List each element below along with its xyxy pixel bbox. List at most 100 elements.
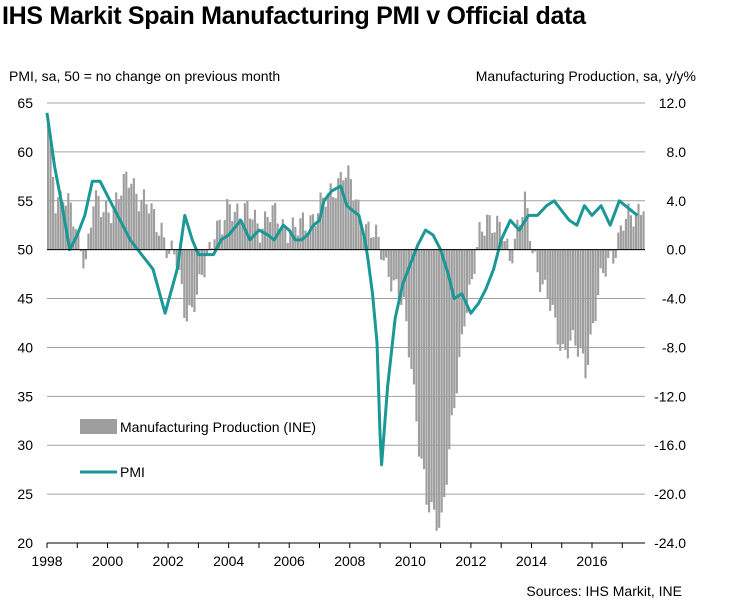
production-bar bbox=[460, 249, 463, 335]
production-bar bbox=[526, 208, 529, 250]
production-bar bbox=[528, 241, 532, 250]
production-bar bbox=[453, 249, 456, 409]
production-bar bbox=[170, 240, 173, 250]
production-bar bbox=[559, 249, 562, 351]
production-bar bbox=[496, 215, 499, 250]
production-bar bbox=[541, 249, 544, 285]
production-bar bbox=[213, 239, 216, 250]
pmi-line-group bbox=[45, 112, 639, 467]
production-bar bbox=[395, 249, 398, 280]
x-tick-label: 2012 bbox=[455, 553, 486, 569]
production-bar bbox=[175, 249, 178, 267]
production-bar bbox=[233, 211, 236, 250]
axes: 20 25 30 35 40 45 50 55 60 65 -24.0 -20.0 -16.0 -12.0… bbox=[17, 95, 686, 569]
production-bar bbox=[569, 249, 572, 341]
production-bar bbox=[99, 217, 103, 250]
right-tick-label: 8.0 bbox=[667, 144, 687, 160]
production-bar bbox=[107, 212, 110, 250]
production-bar bbox=[152, 209, 156, 250]
production-bar bbox=[513, 238, 516, 250]
production-bar bbox=[168, 249, 171, 254]
production-bar bbox=[430, 249, 433, 503]
production-bar bbox=[468, 249, 471, 285]
production-bar bbox=[130, 183, 133, 250]
production-bar bbox=[604, 249, 607, 277]
production-bar bbox=[147, 213, 151, 250]
production-bar bbox=[433, 249, 436, 510]
production-bar bbox=[422, 249, 426, 470]
right-tick-label: 12.0 bbox=[659, 95, 686, 111]
production-bar bbox=[392, 249, 395, 281]
right-tick-label: -24.0 bbox=[654, 535, 686, 551]
legend-label-pmi: PMI bbox=[120, 464, 145, 480]
production-bar bbox=[299, 218, 302, 250]
production-bar bbox=[92, 206, 95, 250]
production-bar bbox=[632, 226, 635, 250]
right-tick-label: -8.0 bbox=[662, 339, 686, 355]
production-bar bbox=[375, 224, 378, 250]
production-bar bbox=[390, 249, 393, 292]
production-bar bbox=[324, 206, 327, 250]
production-bar bbox=[158, 235, 161, 250]
production-bar bbox=[511, 249, 514, 264]
x-tick-label: 2004 bbox=[213, 553, 244, 569]
production-bar bbox=[132, 178, 135, 250]
x-tick-label: 1998 bbox=[31, 553, 62, 569]
production-bar bbox=[503, 241, 506, 250]
production-bar bbox=[455, 249, 458, 394]
left-tick-label: 50 bbox=[17, 242, 33, 258]
right-axis-note: Manufacturing Production, sa, y/y% bbox=[475, 68, 696, 84]
production-bar bbox=[211, 248, 214, 250]
production-bar bbox=[364, 224, 368, 250]
production-bar bbox=[619, 225, 622, 250]
production-bar bbox=[576, 249, 580, 357]
production-bar bbox=[463, 249, 466, 327]
production-bar bbox=[327, 193, 330, 250]
production-bar bbox=[82, 249, 85, 269]
production-bar bbox=[115, 192, 118, 250]
production-bar bbox=[382, 249, 385, 261]
production-bar bbox=[339, 172, 342, 250]
production-bar bbox=[483, 235, 486, 250]
production-bar bbox=[248, 218, 252, 250]
production-bar bbox=[87, 233, 90, 250]
production-bar bbox=[607, 249, 610, 258]
production-bar bbox=[362, 236, 365, 250]
production-bar bbox=[289, 232, 292, 250]
production-bar bbox=[581, 249, 585, 354]
production-bar bbox=[627, 203, 630, 250]
production-bar bbox=[445, 249, 448, 485]
production-bar bbox=[306, 232, 310, 250]
production-bar bbox=[425, 249, 428, 505]
production-bar bbox=[205, 249, 209, 256]
production-bar bbox=[160, 222, 163, 250]
production-bar bbox=[221, 234, 224, 250]
production-bar bbox=[54, 213, 57, 250]
production-bar bbox=[352, 200, 355, 250]
source-note: Sources: IHS Markit, INE bbox=[526, 583, 682, 599]
production-bar bbox=[478, 222, 481, 250]
production-bar bbox=[263, 211, 267, 250]
production-bar bbox=[296, 235, 299, 250]
production-bar bbox=[304, 230, 307, 250]
production-bar bbox=[180, 249, 183, 284]
production-bar bbox=[261, 228, 264, 250]
production-bar bbox=[349, 179, 352, 250]
production-bar bbox=[334, 198, 337, 250]
production-bar bbox=[584, 249, 587, 379]
production-bar bbox=[397, 249, 400, 299]
production-bar bbox=[329, 183, 332, 250]
left-tick-label: 60 bbox=[17, 144, 33, 160]
right-tick-label: 4.0 bbox=[667, 193, 687, 209]
production-bar bbox=[231, 220, 234, 250]
production-bar bbox=[561, 249, 564, 345]
production-bar bbox=[602, 249, 605, 273]
production-bar bbox=[354, 199, 357, 250]
production-bar bbox=[556, 249, 559, 345]
production-bar bbox=[49, 135, 52, 250]
left-tick-label: 40 bbox=[17, 339, 33, 355]
production-bar bbox=[377, 236, 380, 250]
x-tick-label: 2014 bbox=[516, 553, 547, 569]
production-bar bbox=[637, 203, 640, 250]
production-bar bbox=[105, 200, 108, 250]
